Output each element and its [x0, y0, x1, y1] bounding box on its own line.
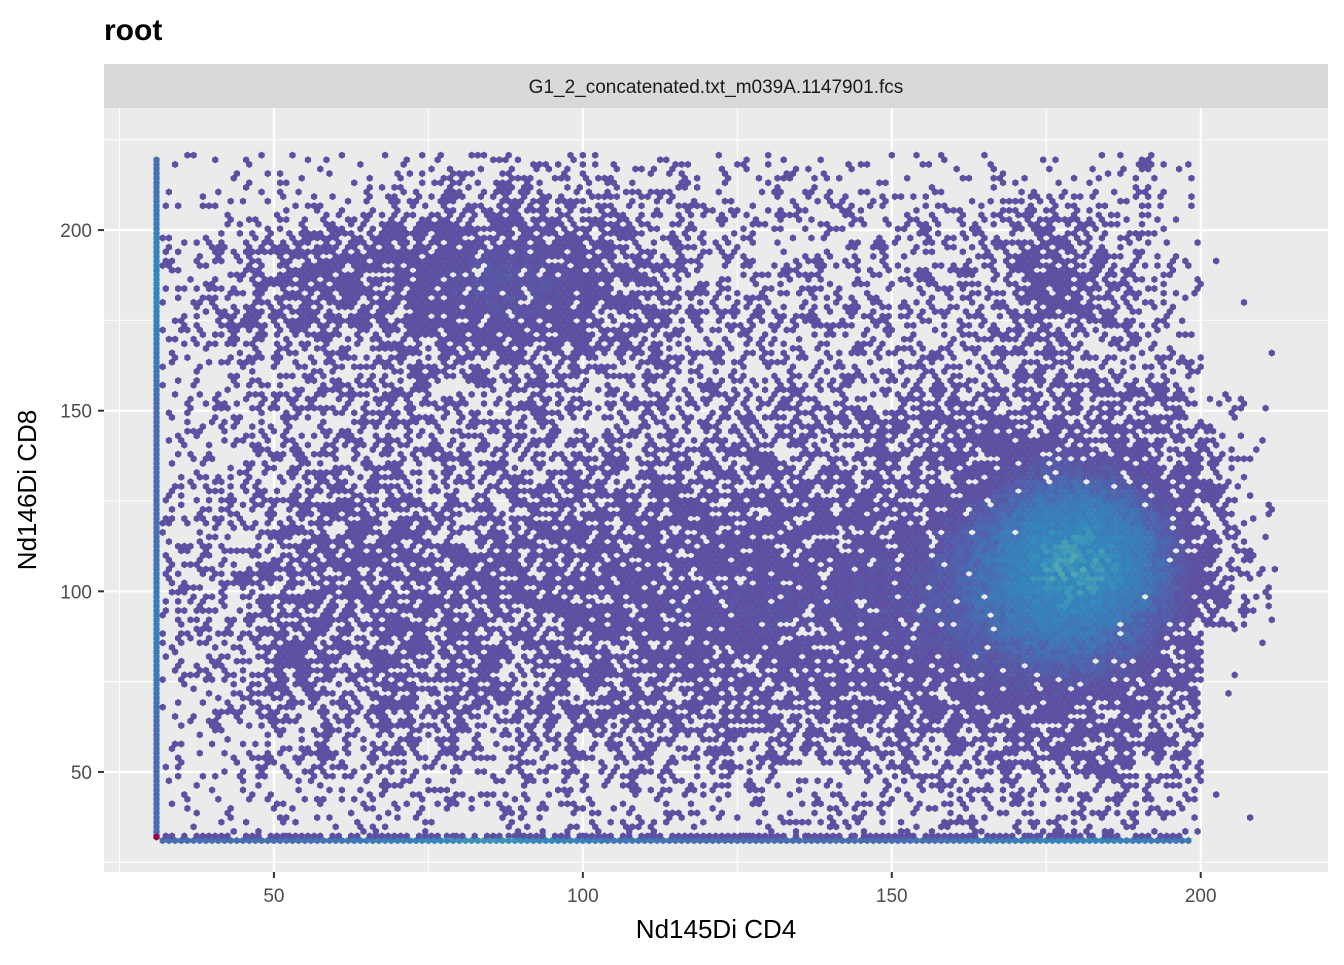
facet-label: G1_2_concatenated.txt_m039A.1147901.fcs [529, 77, 904, 98]
chart-title: root [104, 14, 162, 47]
